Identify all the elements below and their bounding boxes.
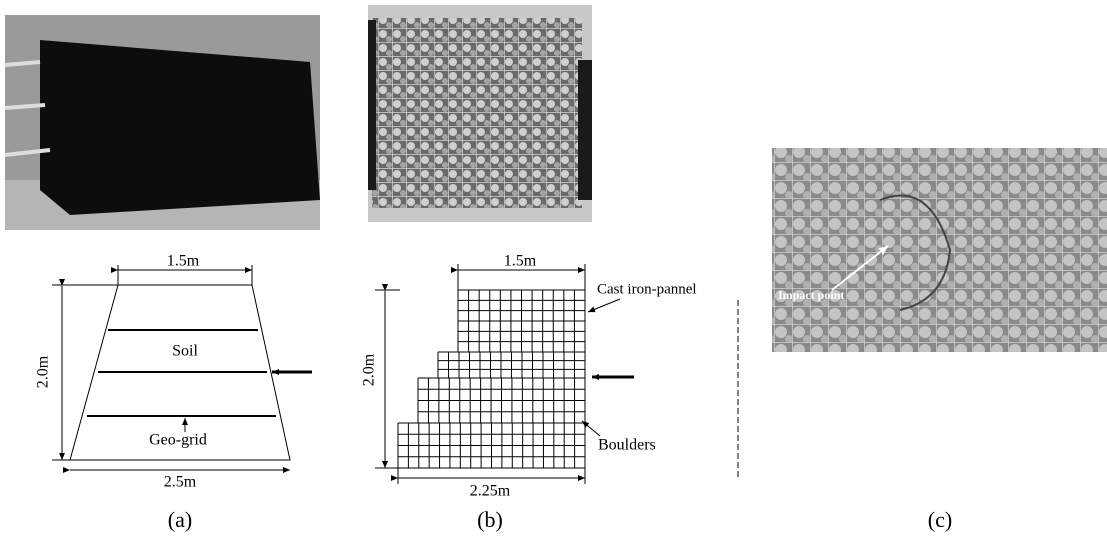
dimension-label: 2.0m (35, 355, 52, 388)
dimension-label: 2.5m (164, 474, 197, 491)
photo-b (368, 5, 592, 222)
diagram-b: 1.5m 2.0m 2.25m Cast iron-pannel Boulder… (361, 253, 738, 500)
dimension-label: 1.5m (167, 253, 200, 270)
diagram-a: 1.5m 2.0m 2.5m Soil Geo-grid (35, 253, 312, 491)
caption: (b) (477, 507, 503, 532)
caption: (a) (168, 507, 192, 532)
figure: 1.5m 2.0m 2.5m Soil Geo-grid (a) 1.5m 2.… (0, 0, 1107, 543)
component-label: Cast iron-pannel (597, 281, 697, 297)
dimension-label: 2.0m (361, 353, 378, 386)
photo-a (5, 15, 320, 230)
component-label: Boulders (598, 437, 656, 454)
caption: (c) (928, 507, 952, 532)
dimension-label: 1.5m (504, 253, 537, 270)
dimension-label: 2.25m (470, 483, 511, 500)
photo-c: Impact point (772, 148, 1107, 352)
photo-annotation: Impact point (778, 288, 844, 302)
layer-label: Geo-grid (149, 432, 207, 449)
layer-label: Soil (172, 343, 198, 360)
